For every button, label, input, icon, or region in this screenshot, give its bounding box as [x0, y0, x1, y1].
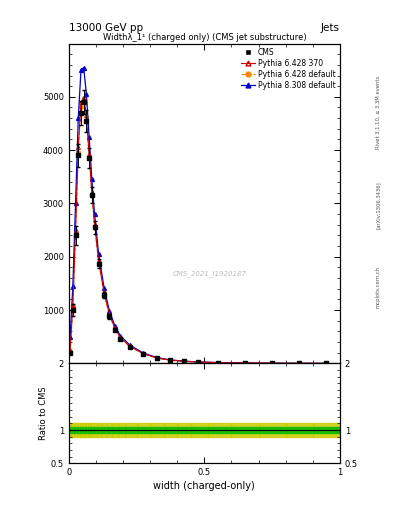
Text: mcplots.cern.ch: mcplots.cern.ch	[376, 266, 380, 308]
Text: Rivet 3.1.10, ≥ 3.3M events: Rivet 3.1.10, ≥ 3.3M events	[376, 76, 380, 150]
X-axis label: width (charged-only): width (charged-only)	[154, 481, 255, 492]
Y-axis label: Ratio to CMS: Ratio to CMS	[39, 387, 48, 440]
Text: 13000 GeV pp: 13000 GeV pp	[69, 23, 143, 33]
Text: CMS_2021_I1920187: CMS_2021_I1920187	[173, 270, 247, 277]
Title: Widthλ_1¹ (charged only) (CMS jet substructure): Widthλ_1¹ (charged only) (CMS jet substr…	[103, 33, 306, 42]
Text: Jets: Jets	[321, 23, 340, 33]
Legend: CMS, Pythia 6.428 370, Pythia 6.428 default, Pythia 8.308 default: CMS, Pythia 6.428 370, Pythia 6.428 defa…	[239, 46, 338, 92]
Text: [arXiv:1306.3436]: [arXiv:1306.3436]	[376, 181, 380, 229]
